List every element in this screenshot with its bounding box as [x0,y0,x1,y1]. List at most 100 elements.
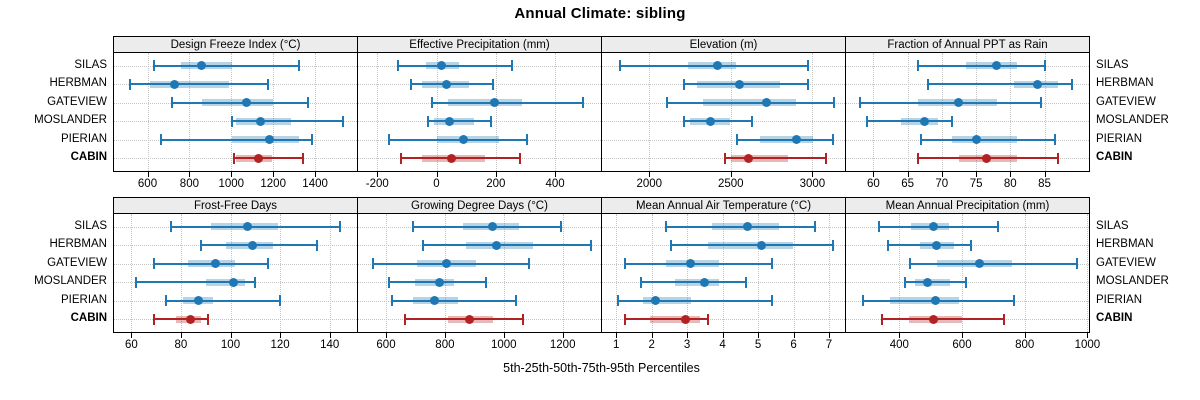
whisker-5-95 [432,101,584,104]
band-25-75 [649,315,700,323]
axis-tick [1044,172,1046,177]
median-dot [762,98,772,107]
panel-header-fraction-of-annual-ppt-as-rain: Fraction of Annual PPT as Rain [845,36,1090,53]
whisker-cap [207,313,210,325]
median-dot [923,277,932,287]
axis-tick-label: 600 [952,339,972,351]
gridline-vertical [329,214,331,332]
axis-tick-label: 2 [648,339,655,351]
whisker-cap [1075,258,1078,269]
median-dot [441,259,451,268]
panel-header-effective-precipitation-mm: Effective Precipitation (mm) [357,36,602,53]
band-25-75 [205,278,246,286]
axis-tick [436,172,438,177]
whisker-cap [724,152,727,164]
whisker-5-95 [411,83,493,85]
gridline-vertical [230,214,232,332]
whisker-5-95 [921,138,1055,141]
band-25-75 [708,241,794,249]
axis-tick-label: 3 [683,339,691,351]
band-25-75 [202,99,274,106]
panel-header-elevation-m: Elevation (m) [601,36,846,53]
whisker-cap [744,276,747,288]
median-dot [434,277,444,287]
whisker-5-95 [641,281,746,283]
whisker-cap [527,258,530,269]
site-label-pierian: PIERIAN [1096,293,1143,306]
axis-tick [616,333,618,338]
median-dot [981,153,991,163]
median-dot [248,240,258,250]
axis-tick [649,172,651,177]
whisker-5-95 [389,138,527,141]
axis-tick [147,172,149,177]
whisker-cap [916,60,919,71]
panel-elevation-m [601,52,846,172]
axis-tick-label: 75 [969,178,983,190]
band-25-75 [448,99,523,106]
band-25-75 [889,297,959,304]
whisker-cap [128,78,131,90]
median-dot [169,79,179,89]
whisker-cap [1057,152,1060,164]
median-dot [992,61,1002,70]
whisker-cap [624,258,627,269]
site-label-moslander: MOSLANDER [34,114,107,126]
axis-tick-label: 800 [435,339,455,351]
median-dot [241,98,251,107]
site-label-cabin: CABIN [70,312,107,324]
median-dot [465,314,475,324]
whisker-5-95 [888,244,972,246]
site-label-herbman: HERBMAN [1096,77,1154,89]
whisker-cap [617,295,619,306]
median-dot [742,222,752,231]
whisker-cap [404,313,407,325]
whisker-cap [233,152,236,164]
gridline-horizontal [602,139,845,141]
gridline-vertical [1024,214,1026,332]
whisker-cap [865,115,868,127]
gridline-vertical [687,214,689,332]
whisker-5-95 [910,262,1077,265]
axis-tick-label: 7 [825,339,833,351]
panel-frost-free-days [113,213,358,333]
band-25-75 [900,117,939,125]
median-dot [442,79,452,89]
whisker-5-95 [153,262,268,265]
whisker-5-95 [398,64,513,67]
panel-header-mean-annual-air-temperature-c: Mean Annual Air Temperature (°C) [601,197,846,214]
whisker-cap [306,97,309,108]
whisker-cap [970,239,973,251]
panel-fraction-of-annual-ppt-as-rain [845,52,1090,172]
gridline-vertical [555,53,557,171]
gridline-vertical [1087,214,1089,332]
whisker-cap [771,295,774,306]
whisker-cap [410,78,413,90]
median-dot [920,116,930,126]
panel-mean-annual-precipitation-mm [845,213,1090,333]
axis-tick-label: 1400 [302,178,328,190]
whisker-cap [683,115,686,127]
whisker-cap [813,221,816,232]
band-25-75 [688,62,736,69]
axis-tick-label: 400 [889,339,909,351]
axis-tick-label: 2000 [636,178,663,190]
whisker-5-95 [171,225,340,228]
axis-tick [873,172,875,177]
whisker-5-95 [879,225,998,228]
site-label-gateview: GATEVIEW [1096,95,1156,108]
whisker-cap [996,221,999,232]
whisker-cap [670,239,673,251]
whisker-cap [862,295,865,306]
median-dot [680,314,690,324]
band-25-75 [703,99,797,106]
whisker-cap [909,258,912,269]
axis-tick [651,333,653,338]
panel-header-mean-annual-precipitation-mm: Mean Annual Precipitation (mm) [845,197,1090,214]
whisker-cap [832,97,835,108]
median-dot [489,98,499,107]
whisker-5-95 [154,64,300,67]
site-label-silas: SILAS [74,219,107,232]
median-dot [197,61,207,70]
